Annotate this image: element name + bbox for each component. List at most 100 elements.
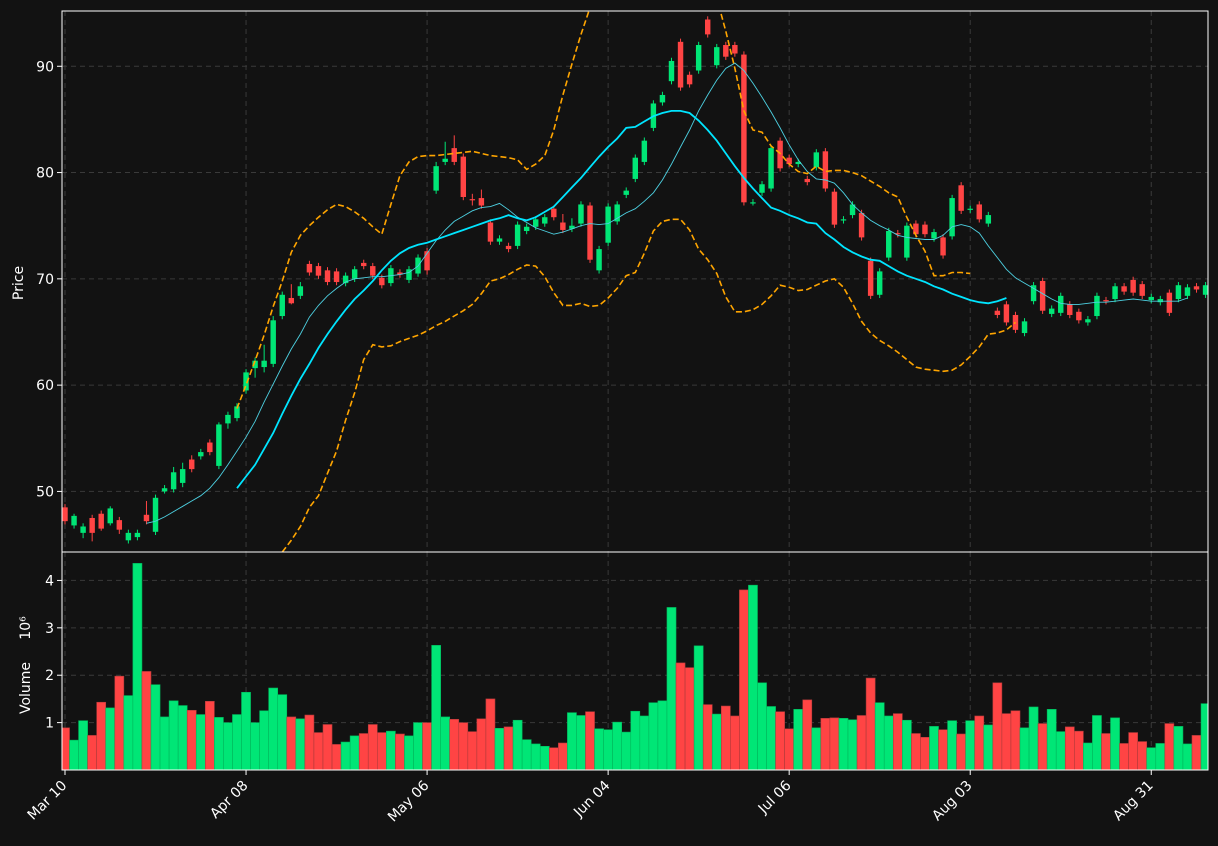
candle-body-down bbox=[976, 204, 982, 220]
volume-bar-up bbox=[929, 726, 939, 770]
volume-bar-down bbox=[820, 718, 831, 770]
volume-panel-frame bbox=[61, 551, 1209, 771]
candle-body-up bbox=[795, 161, 801, 165]
volume-bar-up bbox=[413, 722, 423, 770]
volume-bar-up bbox=[340, 741, 351, 770]
volume-bar-down bbox=[1101, 733, 1111, 770]
volume-bar-up bbox=[766, 706, 776, 770]
volume-bar-down bbox=[449, 718, 460, 770]
volume-bar-up bbox=[259, 710, 269, 770]
price-tick-label: 80 bbox=[36, 166, 54, 182]
volume-bar-up bbox=[648, 702, 659, 770]
volume-bar-up bbox=[811, 727, 822, 770]
candle-body-down bbox=[741, 54, 747, 203]
volume-bar-up bbox=[1146, 747, 1157, 770]
candle-body-down bbox=[1039, 280, 1046, 311]
price-tick-label: 50 bbox=[36, 484, 54, 500]
volume-bar-up bbox=[78, 720, 88, 770]
volume-bar-up bbox=[386, 730, 396, 770]
volume-axis-unit: 10⁶ bbox=[18, 616, 34, 640]
volume-bar-down bbox=[702, 704, 713, 770]
volume-bar-up bbox=[874, 702, 885, 770]
candle-body-up bbox=[813, 152, 820, 168]
volume-bar-up bbox=[123, 695, 134, 770]
candle-body-up bbox=[252, 360, 258, 369]
volume-bar-down bbox=[87, 735, 97, 770]
volume-bar-up bbox=[168, 700, 179, 770]
volume-bar-up bbox=[268, 687, 279, 770]
candle-body-down bbox=[306, 263, 313, 273]
candle-body-up bbox=[759, 184, 765, 193]
candle-body-down bbox=[551, 208, 557, 218]
candle-body-down bbox=[786, 157, 792, 165]
candle-body-up bbox=[605, 206, 611, 243]
volume-bar-down bbox=[558, 742, 568, 770]
volume-bar-down bbox=[829, 717, 840, 770]
volume-bar-down bbox=[313, 732, 324, 770]
candle-body-up bbox=[1085, 319, 1091, 323]
candle-body-down bbox=[207, 442, 213, 453]
volume-bar-up bbox=[1028, 706, 1039, 770]
volume-bar-down bbox=[775, 711, 785, 770]
band_lower-line bbox=[281, 218, 1017, 552]
candle-body-up bbox=[768, 148, 774, 189]
volume-bar-up bbox=[1055, 731, 1066, 770]
candle-body-up bbox=[641, 140, 648, 162]
candle-body-down bbox=[469, 199, 476, 201]
volume-bar-down bbox=[322, 724, 333, 770]
volume-bar-up bbox=[757, 682, 767, 770]
volume-bar-up bbox=[594, 728, 604, 770]
candle-body-down bbox=[98, 513, 104, 529]
candle-body-down bbox=[189, 459, 195, 470]
volume-bar-down bbox=[992, 682, 1003, 770]
candle-body-up bbox=[496, 238, 503, 242]
candle-body-down bbox=[560, 222, 566, 230]
volume-bar-up bbox=[494, 727, 505, 770]
volume-bar-down bbox=[956, 733, 966, 770]
candle-body-down bbox=[333, 271, 340, 283]
candle-body-up bbox=[225, 414, 231, 424]
candle-body-up bbox=[949, 198, 955, 237]
candle-body-up bbox=[80, 526, 86, 533]
candle-body-up bbox=[279, 294, 285, 317]
volume-bar-up bbox=[1155, 743, 1166, 770]
volume-bar-down bbox=[503, 726, 514, 770]
volume-bar-up bbox=[1046, 709, 1057, 770]
candle-body-up bbox=[134, 532, 141, 538]
candle-body-down bbox=[858, 212, 865, 238]
candle-body-down bbox=[370, 266, 376, 276]
volume-bar-down bbox=[974, 715, 985, 770]
volume-bar-up bbox=[105, 707, 116, 770]
volume-bar-up bbox=[1110, 717, 1120, 770]
candle-body-down bbox=[704, 19, 711, 35]
candle-body-up bbox=[261, 360, 267, 368]
volume-tick-label: 3 bbox=[45, 621, 54, 637]
volume-bar-up bbox=[603, 729, 613, 770]
volume-bar-down bbox=[856, 715, 867, 770]
volume-bar-up bbox=[838, 718, 849, 770]
candle-body-up bbox=[904, 225, 910, 258]
candle-body-down bbox=[1103, 300, 1109, 302]
volume-bar-down bbox=[1010, 710, 1021, 770]
volume-bar-up bbox=[512, 719, 523, 770]
volume-bar-down bbox=[548, 747, 559, 770]
volume-bar-up bbox=[177, 705, 188, 770]
volume-bar-up bbox=[711, 713, 722, 770]
candle-body-down bbox=[1193, 286, 1200, 290]
volume-bar-up bbox=[621, 731, 632, 770]
volume-bar-up bbox=[793, 709, 804, 770]
volume-bar-down bbox=[358, 733, 369, 770]
volume-bar-down bbox=[331, 744, 342, 770]
candle-body-up bbox=[433, 166, 439, 191]
volume-bar-down bbox=[1119, 743, 1129, 770]
volume-bar-down bbox=[938, 729, 948, 770]
candle-body-down bbox=[723, 45, 729, 57]
candle-body-down bbox=[478, 198, 485, 206]
candle-body-up bbox=[840, 219, 847, 221]
candle-body-up bbox=[442, 158, 448, 162]
price-tick-label: 60 bbox=[36, 378, 54, 394]
volume-bar-up bbox=[1173, 726, 1184, 770]
sma_slow-line bbox=[236, 110, 1007, 489]
volume-bar-down bbox=[367, 724, 378, 770]
candle-body-down bbox=[288, 297, 295, 304]
